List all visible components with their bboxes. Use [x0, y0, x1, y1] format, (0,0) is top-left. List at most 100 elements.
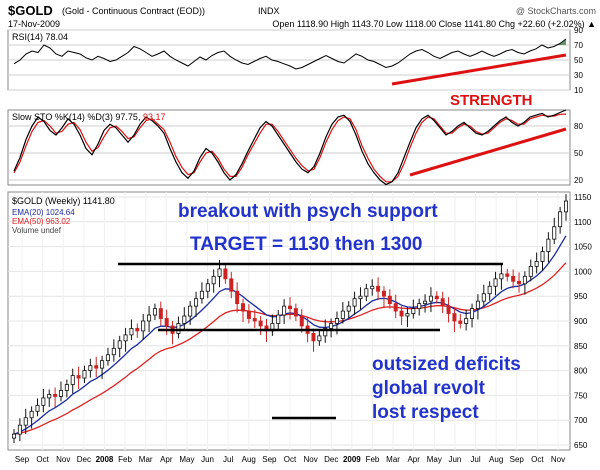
x-tick-label: Nov: [551, 455, 565, 464]
candle-body: [487, 285, 492, 295]
candle-body: [311, 333, 316, 342]
candle-body: [199, 290, 204, 300]
x-tick-label: Mar: [139, 455, 153, 464]
candle-body: [182, 315, 187, 324]
sto-d-value: 93.17: [143, 112, 166, 122]
candle-body: [123, 334, 128, 342]
x-tick-label: Sep: [510, 455, 525, 464]
candle-body: [94, 365, 99, 369]
candle-body: [493, 278, 498, 287]
sto-panel-frame: [7, 109, 571, 186]
candle-body: [229, 278, 234, 292]
x-tick-label: May: [427, 455, 442, 464]
x-tick-label: Jun: [448, 455, 461, 464]
x-tick-label: 2008: [96, 455, 114, 464]
candle-body: [76, 375, 81, 379]
candle-body: [381, 290, 386, 297]
price-tick-label: 850: [574, 342, 588, 351]
candle-body: [223, 268, 228, 280]
x-tick-label: Jul: [223, 455, 233, 464]
exchange-label: INDX: [258, 6, 280, 16]
candle-body: [452, 313, 457, 322]
x-tick-label: Oct: [36, 455, 49, 464]
candle-body: [505, 273, 510, 277]
candle-body: [235, 290, 240, 305]
candle-body: [458, 320, 463, 324]
x-tick-label: Sep: [262, 455, 277, 464]
reason-line-3: lost respect: [372, 402, 479, 423]
x-tick-label: Aug: [242, 455, 256, 464]
candle-body: [470, 308, 475, 319]
rsi-label: RSI(14) 78.04: [12, 32, 68, 42]
candle-body: [511, 275, 516, 282]
price-tick-label: 650: [574, 441, 588, 450]
price-panel: 650 700 750 800 850 900 950 1000 1050 1100 1150 Sep…: [8, 192, 592, 464]
candle-body: [217, 268, 222, 277]
symbol-title: $GOLD: [8, 3, 53, 18]
x-tick-label: Oct: [284, 455, 297, 464]
sto-tick-label: 50: [574, 149, 583, 158]
chart-date: 17-Nov-2009: [8, 19, 60, 29]
sto-legend: Slow STO %K(14): [12, 112, 85, 122]
rsi-panel: 10 30 50 70 90: [8, 26, 583, 95]
x-tick-label: Nov: [56, 455, 70, 464]
headline-line-1: breakout with psych support: [178, 201, 438, 222]
candle-body: [141, 320, 146, 332]
candle-body: [340, 310, 345, 319]
x-tick-label: Dec: [77, 455, 91, 464]
candle-body: [100, 360, 105, 369]
sto-k-line: [13, 109, 567, 186]
rsi-trendline: [391, 53, 567, 86]
candle-body: [88, 365, 93, 372]
rsi-line: [13, 38, 567, 70]
candle-body: [329, 323, 334, 329]
sto-trendline: [409, 127, 567, 177]
candle-body: [17, 424, 22, 435]
price-tick-label: 1000: [574, 267, 592, 276]
candle-body: [70, 375, 75, 385]
candle-body: [399, 310, 404, 317]
candle-body: [540, 251, 545, 262]
x-tick-label: Apr: [160, 455, 173, 464]
strength-annotation: STRENGTH: [450, 92, 533, 109]
candle-body: [158, 308, 163, 319]
candle-body: [188, 305, 193, 317]
candle-body: [258, 320, 263, 327]
candle-body: [211, 275, 216, 285]
candle-body: [446, 305, 451, 314]
sto-tick-label: 20: [574, 176, 583, 185]
candle-body: [47, 394, 52, 399]
candle-body: [352, 298, 357, 307]
sto-tick-label: 80: [574, 122, 583, 131]
x-tick-label: Apr: [407, 455, 420, 464]
candle-body: [370, 285, 375, 290]
candle-body: [411, 308, 416, 314]
candle-body: [546, 238, 551, 252]
price-tick-label: 750: [574, 391, 588, 400]
candle-body: [147, 314, 152, 322]
ema20-legend: EMA(20) 1024.64: [12, 208, 75, 217]
candle-body: [440, 298, 445, 307]
candle-body: [522, 275, 527, 285]
sto-d-line: [13, 113, 567, 183]
candle-body: [111, 347, 116, 356]
slow-sto-panel: 20 50 80: [8, 109, 583, 186]
candle-body: [299, 315, 304, 327]
candle-body: [499, 273, 504, 280]
rsi-tick-label: 70: [574, 41, 583, 50]
candle-body: [129, 328, 134, 336]
candle-body: [464, 318, 469, 324]
candle-body: [481, 293, 486, 302]
ema50-legend: EMA(50) 963.02: [12, 217, 71, 226]
rsi-last-value: 78.04: [46, 32, 69, 42]
candle-body: [205, 283, 210, 292]
x-tick-label: Nov: [303, 455, 317, 464]
candle-body: [23, 417, 28, 426]
candle-body: [387, 295, 392, 305]
volume-legend: Volume undef: [12, 226, 62, 235]
sto-d-legend: %D(3): [87, 112, 113, 122]
symbol-name: (Gold - Continuous Contract (EOD)): [62, 6, 205, 16]
candle-body: [287, 305, 292, 309]
sto-k-value: 97.75: [115, 112, 138, 122]
